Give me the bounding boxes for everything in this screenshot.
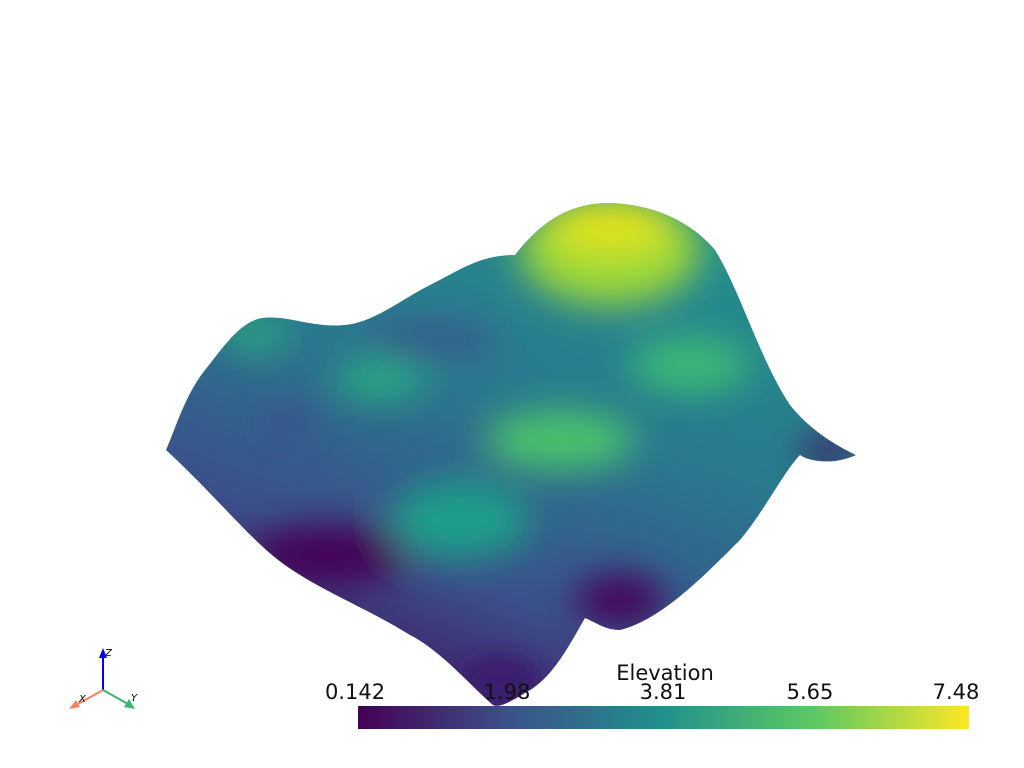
scalar-bar-tick: 1.98 <box>483 680 531 704</box>
scalar-bar-tick: 0.142 <box>324 680 386 704</box>
y-axis-label: Y <box>131 693 138 704</box>
x-axis-label: X <box>78 694 87 705</box>
z-axis-label: Z <box>104 648 113 659</box>
y-axis-arrow-icon <box>124 699 135 709</box>
orientation-axes-widget: Z X Y <box>69 648 138 709</box>
scalar-bar-title: Elevation <box>616 661 714 685</box>
scalar-bar-tick: 7.48 <box>932 680 980 704</box>
scalar-bar-tick: 3.81 <box>639 680 687 704</box>
scalar-bar-colormap <box>358 706 969 729</box>
z-axis-arrow-icon <box>99 648 107 658</box>
scalar-bar-tick: 5.65 <box>786 680 834 704</box>
x-axis-arrow-icon <box>69 700 80 709</box>
